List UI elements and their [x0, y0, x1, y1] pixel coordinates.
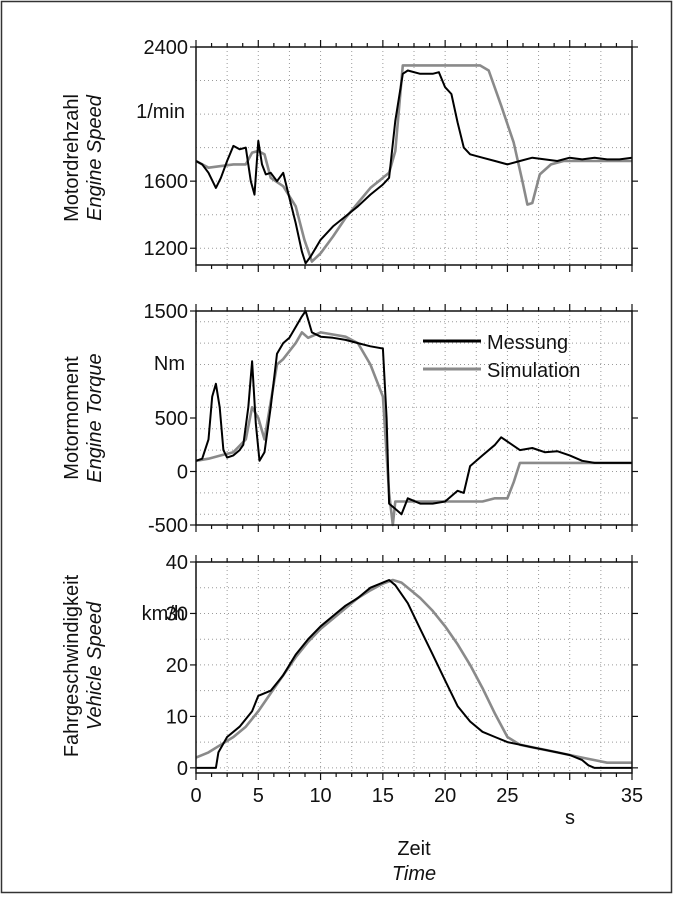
- ylabel-en-engine-torque: Engine Torque: [84, 353, 106, 482]
- unit-engine-speed: 1/min: [136, 101, 185, 123]
- y-tick-label: 500: [155, 408, 188, 430]
- y-tick-label: 40: [166, 552, 188, 574]
- panel-engine-torque: Motormoment Engine Torque Nm Messung Sim…: [61, 301, 638, 537]
- y-tick-label: 2400: [144, 37, 189, 59]
- x-axis-label-en: Time: [392, 863, 436, 885]
- series-line-messung: [195, 310, 632, 516]
- series-line-messung: [195, 69, 633, 265]
- y-tick-label: 1200: [144, 238, 189, 260]
- x-axis: s Zeit Time 0 5 10 15 20 25 35: [190, 785, 643, 885]
- y-tick-label: 10: [166, 706, 188, 728]
- legend-label-simulation: Simulation: [487, 360, 580, 382]
- x-tick-label: 25: [496, 785, 518, 807]
- x-tick-label: 20: [434, 785, 456, 807]
- series-line-simulation: [195, 64, 632, 263]
- x-tick-label: 10: [309, 785, 331, 807]
- ylabel-de-engine-speed: Motordrehzahl: [61, 94, 83, 222]
- x-tick-label: 5: [253, 785, 264, 807]
- unit-engine-torque: Nm: [154, 353, 185, 375]
- ylabel-de-vehicle-speed: Fahrgeschwindigkeit: [61, 574, 83, 757]
- y-tick-label: 1500: [144, 301, 189, 323]
- panel-engine-speed: Motordrehzahl Engine Speed 1/min 1200 160…: [61, 37, 638, 272]
- x-tick-label: 15: [372, 785, 394, 807]
- x-axis-label-de: Zeit: [397, 838, 431, 860]
- y-tick-label: 0: [177, 758, 188, 780]
- x-tick-label: 0: [190, 785, 201, 807]
- series-line-messung: [196, 579, 632, 769]
- y-tick-label: 30: [166, 603, 188, 625]
- legend: Messung Simulation: [423, 332, 580, 382]
- ylabel-en-engine-speed: Engine Speed: [84, 94, 106, 221]
- y-tick-label: 1600: [144, 171, 189, 193]
- legend-label-messung: Messung: [487, 332, 568, 354]
- y-tick-label: 0: [177, 462, 188, 484]
- unit-vehicle-speed: km/h: [142, 603, 185, 625]
- ylabel-en-vehicle-speed: Vehicle Speed: [84, 601, 106, 730]
- panel-vehicle-speed: Fahrgeschwindigkeit Vehicle Speed km/h 0…: [61, 552, 638, 780]
- x-axis-unit: s: [565, 807, 575, 829]
- y-tick-label: 20: [166, 655, 188, 677]
- x-tick-label: 35: [621, 785, 643, 807]
- ylabel-de-engine-torque: Motormoment: [61, 356, 83, 480]
- y-tick-label: -500: [148, 515, 188, 537]
